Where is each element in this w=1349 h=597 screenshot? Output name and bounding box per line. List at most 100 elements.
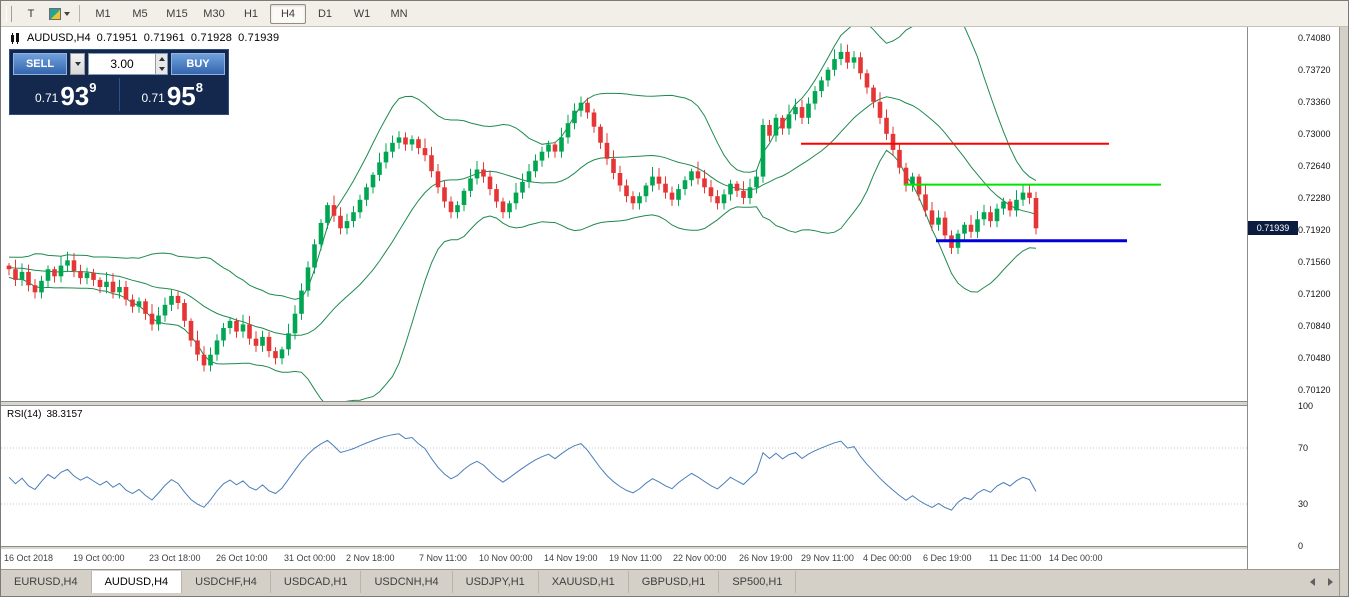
tab-sp500-h1[interactable]: SP500,H1 bbox=[719, 571, 797, 593]
chevron-down-icon bbox=[74, 62, 81, 66]
rsi-indicator-label: RSI(14) 38.3157 bbox=[7, 409, 83, 420]
time-axis-label: 26 Oct 10:00 bbox=[216, 553, 268, 563]
lot-options-button[interactable] bbox=[70, 53, 85, 75]
rsi-axis-label: 100 bbox=[1298, 401, 1314, 411]
tab-xauusd-h1[interactable]: XAUUSD,H1 bbox=[539, 571, 629, 593]
candlestick-icon bbox=[10, 32, 21, 44]
chart-template-label: T bbox=[27, 7, 35, 20]
ohlc-high: 0.71961 bbox=[143, 32, 185, 44]
rsi-value: 38.3157 bbox=[46, 409, 83, 420]
sell-price-prefix: 0.71 bbox=[34, 91, 59, 105]
timeframe-m5[interactable]: M5 bbox=[132, 7, 148, 20]
tab-usdcnh-h4[interactable]: USDCNH,H4 bbox=[361, 571, 453, 593]
time-axis-label: 29 Nov 11:00 bbox=[801, 553, 854, 563]
time-axis-label: 7 Nov 11:00 bbox=[419, 553, 467, 563]
current-price-tag: 0.71939 bbox=[1248, 221, 1298, 236]
sell-price-main: 93 bbox=[60, 81, 90, 111]
timeframe-buttons: M1 M5 M15 M30 H1 H4 D1 W1 MN bbox=[85, 3, 417, 24]
price-axis-label: 0.71560 bbox=[1298, 257, 1331, 268]
chevron-down-icon bbox=[64, 11, 70, 16]
price-axis-label: 0.72280 bbox=[1298, 192, 1331, 203]
sell-button[interactable]: SELL bbox=[13, 53, 67, 75]
timeframe-m15[interactable]: M15 bbox=[166, 7, 188, 20]
time-axis-label: 2 Nov 18:00 bbox=[346, 553, 395, 563]
price-axis-line[interactable] bbox=[1247, 27, 1248, 569]
rsi-axis-label: 0 bbox=[1298, 541, 1304, 551]
panel-divider[interactable] bbox=[1, 401, 1247, 406]
tab-usdjpy-h1[interactable]: USDJPY,H1 bbox=[453, 571, 539, 593]
price-axis-label: 0.71920 bbox=[1298, 225, 1331, 236]
time-axis-label: 4 Dec 00:00 bbox=[863, 553, 912, 563]
rsi-axis-label: 30 bbox=[1298, 499, 1309, 509]
tabs-scroll-right-button[interactable] bbox=[1322, 573, 1338, 590]
sell-price[interactable]: 0.71 93 9 bbox=[13, 78, 120, 111]
spin-down-button[interactable] bbox=[156, 64, 167, 74]
time-axis-label: 26 Nov 19:00 bbox=[739, 553, 793, 563]
timeframe-w1[interactable]: W1 bbox=[353, 7, 371, 20]
toolbar-separator bbox=[79, 5, 80, 22]
window-right-edge bbox=[1339, 1, 1348, 596]
one-click-trading-panel: SELL BUY 0.71 93 9 0.71 95 8 bbox=[9, 49, 229, 115]
arrow-right-icon bbox=[1327, 577, 1333, 586]
tab-usdchf-h4[interactable]: USDCHF,H4 bbox=[182, 571, 271, 593]
spin-down-icon bbox=[158, 67, 165, 71]
timeframe-h1[interactable]: H1 bbox=[243, 7, 259, 20]
price-axis-label: 0.74080 bbox=[1298, 32, 1331, 43]
timeframe-d1[interactable]: D1 bbox=[317, 7, 333, 20]
time-axis-label: 14 Nov 19:00 bbox=[544, 553, 598, 563]
tab-audusd-h4[interactable]: AUDUSD,H4 bbox=[91, 571, 183, 593]
time-axis-label: 10 Nov 00:00 bbox=[479, 553, 533, 563]
rsi-name: RSI(14) bbox=[7, 409, 42, 420]
tab-usdcad-h1[interactable]: USDCAD,H1 bbox=[271, 571, 362, 593]
symbol-label: AUDUSD,H4 bbox=[27, 32, 91, 44]
price-axis-label: 0.73360 bbox=[1298, 96, 1331, 107]
panel-divider-2[interactable] bbox=[1, 546, 1247, 549]
chart-tabs: EURUSD,H4 AUDUSD,H4 USDCHF,H4 USDCAD,H1 USDC… bbox=[1, 571, 797, 593]
buy-price-main: 95 bbox=[166, 81, 196, 111]
tab-gbpusd-h1[interactable]: GBPUSD,H1 bbox=[629, 571, 720, 593]
timeframe-h4[interactable]: H4 bbox=[270, 3, 306, 24]
time-axis-label: 11 Dec 11:00 bbox=[989, 553, 1042, 563]
buy-price[interactable]: 0.71 95 8 bbox=[120, 78, 226, 111]
time-axis-label: 14 Dec 00:00 bbox=[1049, 553, 1103, 563]
chart-template-button[interactable]: T bbox=[17, 4, 45, 24]
ohlc-open: 0.71951 bbox=[96, 32, 138, 44]
timeframe-m30[interactable]: M30 bbox=[203, 7, 225, 20]
time-axis-label: 23 Oct 18:00 bbox=[149, 553, 201, 563]
time-axis-label: 19 Nov 11:00 bbox=[609, 553, 662, 563]
buy-button[interactable]: BUY bbox=[171, 53, 225, 75]
top-toolbar: T M1 M5 M15 M30 H1 H4 D1 W1 MN bbox=[1, 1, 1348, 27]
toolbar-grip[interactable] bbox=[6, 5, 12, 22]
spin-up-button[interactable] bbox=[156, 54, 167, 64]
lot-spinner bbox=[155, 54, 167, 74]
time-axis-label: 31 Oct 00:00 bbox=[284, 553, 336, 563]
price-axis-label: 0.70120 bbox=[1298, 385, 1331, 396]
time-axis-label: 16 Oct 2018 bbox=[4, 553, 54, 563]
tabs-scroll-left-button[interactable] bbox=[1304, 573, 1320, 590]
time-axis-label: 22 Nov 00:00 bbox=[673, 553, 727, 563]
timeframe-mn[interactable]: MN bbox=[390, 7, 408, 20]
buy-price-sup: 8 bbox=[195, 80, 203, 95]
brush-style-button[interactable] bbox=[45, 4, 74, 24]
price-axis-label: 0.73720 bbox=[1298, 64, 1331, 75]
timeframe-m1[interactable]: M1 bbox=[95, 7, 111, 20]
price-axis-label: 0.70840 bbox=[1298, 321, 1331, 332]
price-axis-label: 0.71200 bbox=[1298, 289, 1331, 300]
rsi-chart[interactable] bbox=[1, 406, 1247, 546]
ohlc-close: 0.71939 bbox=[238, 32, 280, 44]
tab-scroll-arrows bbox=[1304, 573, 1338, 590]
time-axis-label: 6 Dec 19:00 bbox=[923, 553, 972, 563]
tab-eurusd-h4[interactable]: EURUSD,H4 bbox=[1, 571, 92, 593]
time-axis-label: 19 Oct 00:00 bbox=[73, 553, 125, 563]
price-axis-label: 0.73000 bbox=[1298, 128, 1331, 139]
chart-header: AUDUSD,H4 0.71951 0.71961 0.71928 0.7193… bbox=[10, 32, 279, 44]
lot-size-input[interactable] bbox=[89, 54, 155, 74]
arrow-left-icon bbox=[1309, 577, 1315, 586]
chart-tabs-bar: EURUSD,H4 AUDUSD,H4 USDCHF,H4 USDCAD,H1 USDC… bbox=[1, 569, 1348, 596]
rsi-axis-label: 70 bbox=[1298, 443, 1309, 453]
ohlc-low: 0.71928 bbox=[190, 32, 233, 44]
price-axis-label: 0.72640 bbox=[1298, 160, 1331, 171]
sell-price-sup: 9 bbox=[89, 80, 97, 95]
brush-icon bbox=[49, 7, 61, 20]
